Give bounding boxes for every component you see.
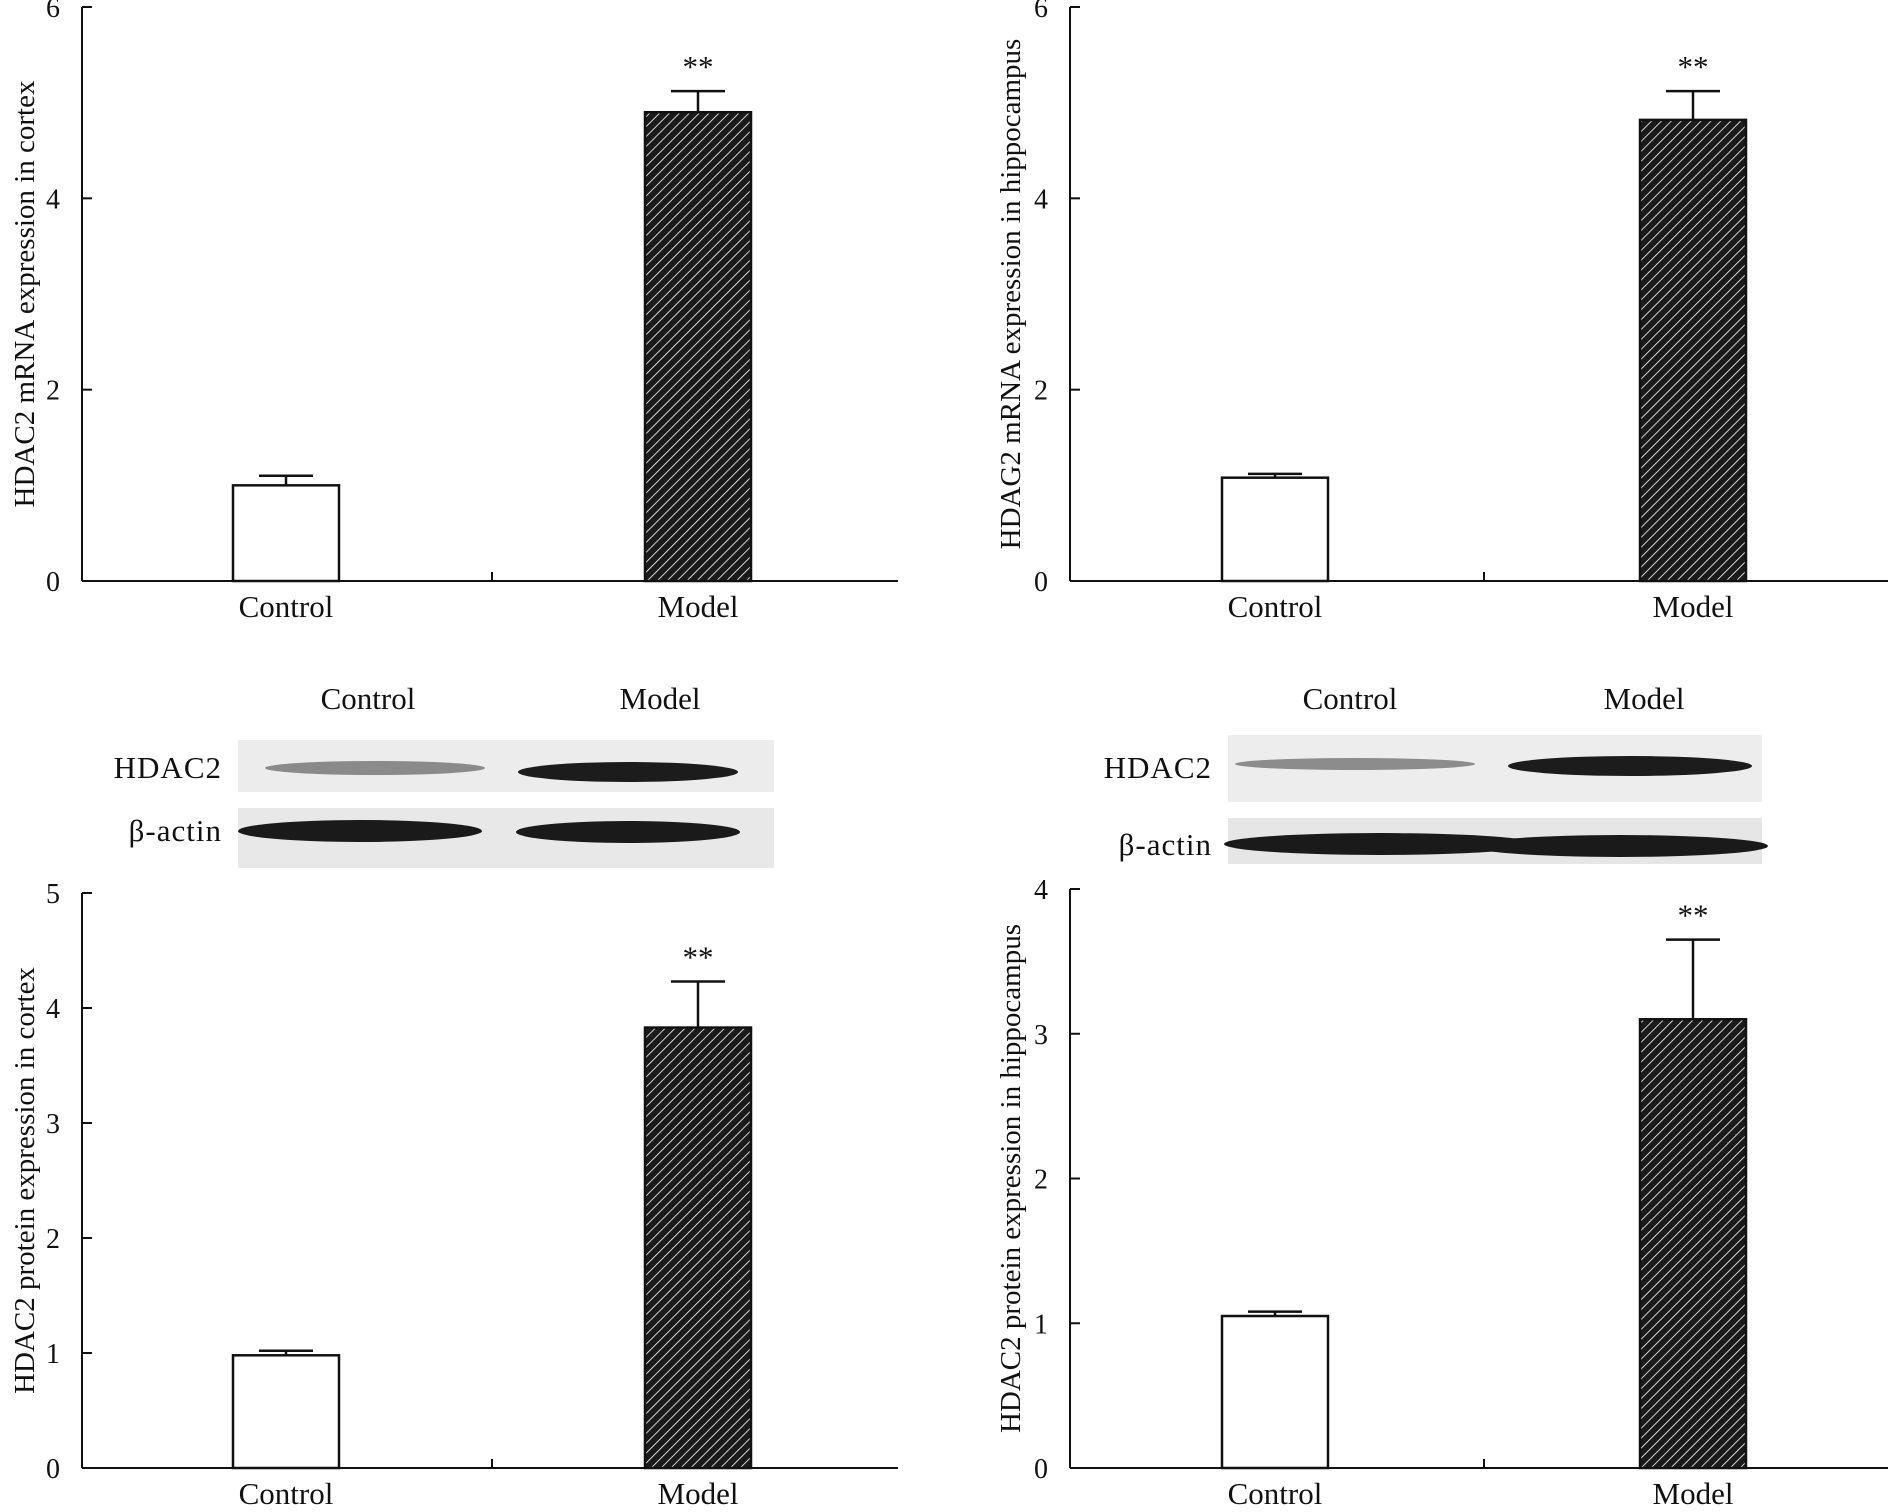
y-tick-label: 2 (46, 376, 60, 407)
blot-lane-label-control: Control (1303, 681, 1398, 716)
y-tick-label: 6 (1034, 0, 1048, 24)
band-hdac2-model (1508, 756, 1752, 776)
chart-cortex-mrna: 0 2 4 6 HDAC2 mRNA expression in cortex Contr… (9, 0, 898, 624)
blot-lane-label-control: Control (321, 681, 416, 716)
y-tick-label: 0 (46, 567, 60, 598)
y-tick-label: 4 (46, 994, 60, 1025)
y-axis-label: HDAG2 mRNA expression in hippocampus (995, 39, 1027, 550)
x-tick-label: Model (1653, 1476, 1734, 1511)
y-axis-label: HDAC2 protein expression in hippocampus (995, 924, 1027, 1433)
significance-label: ** (683, 49, 714, 84)
band-actin-control (238, 820, 482, 842)
band-hdac2-model (518, 762, 738, 782)
y-tick-label: 2 (1034, 376, 1048, 407)
y-tick-label: 4 (46, 184, 60, 215)
bar-control (1220, 1314, 1330, 1470)
y-tick-label: 3 (46, 1109, 60, 1140)
significance-label: ** (683, 940, 714, 975)
band-actin-model (516, 821, 740, 843)
blot-row-label-hdac2: HDAC2 (1104, 750, 1212, 785)
y-tick-label: 4 (1034, 184, 1048, 215)
y-tick-label: 4 (1034, 875, 1048, 906)
x-tick-label: Model (658, 589, 739, 624)
x-tick-label: Model (1653, 589, 1734, 624)
blot-hippocampus: Control Model HDAC2 β-actin (1104, 681, 1768, 864)
y-tick-label: 6 (46, 0, 60, 24)
blot-row-label-actin: β-actin (129, 813, 222, 848)
y-tick-label: 2 (1034, 1165, 1048, 1196)
bar-control (1220, 476, 1330, 583)
bar-control (231, 1354, 341, 1470)
bar-control (231, 484, 341, 583)
blot-row-label-actin: β-actin (1119, 827, 1212, 862)
bar-model (643, 110, 753, 583)
significance-label: ** (1678, 49, 1709, 84)
band-hdac2-control (1235, 758, 1475, 770)
x-tick-label: Model (658, 1476, 739, 1511)
blot-lane-label-model: Model (620, 681, 701, 716)
bar-model (1638, 118, 1748, 583)
x-tick-label: Control (1228, 1476, 1323, 1511)
chart-cortex-protein: 0 1 2 3 4 5 HDAC2 protein expression in cortex… (9, 879, 898, 1511)
chart-hippocampus-mrna: 0 2 4 6 HDAG2 mRNA expression in hippocampus… (995, 0, 1888, 624)
x-tick-label: Control (239, 1476, 334, 1511)
y-tick-label: 2 (46, 1224, 60, 1255)
band-actin-model (1472, 835, 1768, 857)
y-tick-label: 0 (1034, 1454, 1048, 1485)
blot-row-label-hdac2: HDAC2 (114, 750, 222, 785)
blot-cortex: Control Model HDAC2 β-actin (114, 681, 774, 868)
y-tick-label: 1 (46, 1339, 60, 1370)
band-actin-control (1224, 833, 1536, 855)
blot-lane-label-model: Model (1604, 681, 1685, 716)
y-tick-label: 0 (46, 1454, 60, 1485)
y-tick-label: 1 (1034, 1309, 1048, 1340)
y-tick-label: 5 (46, 879, 60, 910)
x-tick-label: Control (1228, 589, 1323, 624)
bar-model (1638, 1018, 1748, 1470)
y-axis-label: HDAC2 mRNA expression in cortex (9, 80, 41, 507)
significance-label: ** (1678, 898, 1709, 933)
y-tick-label: 0 (1034, 567, 1048, 598)
x-tick-label: Control (239, 589, 334, 624)
y-tick-label: 3 (1034, 1020, 1048, 1051)
band-hdac2-control (265, 761, 485, 775)
bar-model (643, 1026, 753, 1470)
y-axis-label: HDAC2 protein expression in cortex (9, 967, 41, 1394)
